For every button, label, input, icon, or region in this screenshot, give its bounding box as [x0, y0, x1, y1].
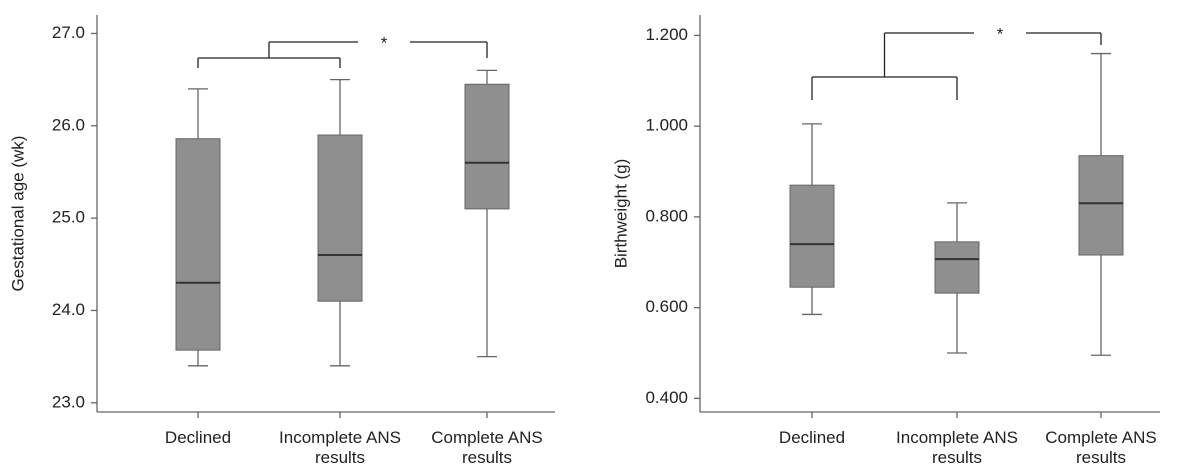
y-tick-label: 0.400	[645, 388, 688, 407]
y-tick-label: 0.800	[645, 206, 688, 225]
y-axis-label: Gestational age (wk)	[8, 136, 27, 292]
y-axis-label: Birthweight (g)	[611, 159, 630, 269]
box	[317, 134, 363, 302]
box	[1078, 155, 1124, 256]
y-tick-label: 1.200	[645, 25, 688, 44]
x-tick-label: Incomplete ANS results	[896, 428, 1018, 467]
y-tick-label: 0.600	[645, 297, 688, 316]
y-tick-label: 24.0	[52, 300, 85, 319]
x-tick-label: Declined	[164, 428, 232, 447]
box	[789, 184, 835, 288]
y-tick-label: 1.000	[645, 116, 688, 135]
significance-label: *	[997, 24, 1004, 43]
x-tick-label: Declined	[778, 428, 846, 447]
box	[464, 83, 510, 210]
y-tick-label: 26.0	[52, 115, 85, 134]
y-tick-label: 23.0	[52, 392, 85, 411]
x-tick-label: Complete ANS results	[1045, 428, 1157, 467]
y-tick-label: 27.0	[52, 23, 85, 42]
box	[934, 241, 980, 294]
x-tick-label: Incomplete ANS results	[279, 428, 401, 467]
box	[175, 138, 221, 351]
y-tick-label: 25.0	[52, 208, 85, 227]
significance-label: *	[381, 33, 388, 52]
x-tick-label: Complete ANS results	[431, 428, 543, 467]
